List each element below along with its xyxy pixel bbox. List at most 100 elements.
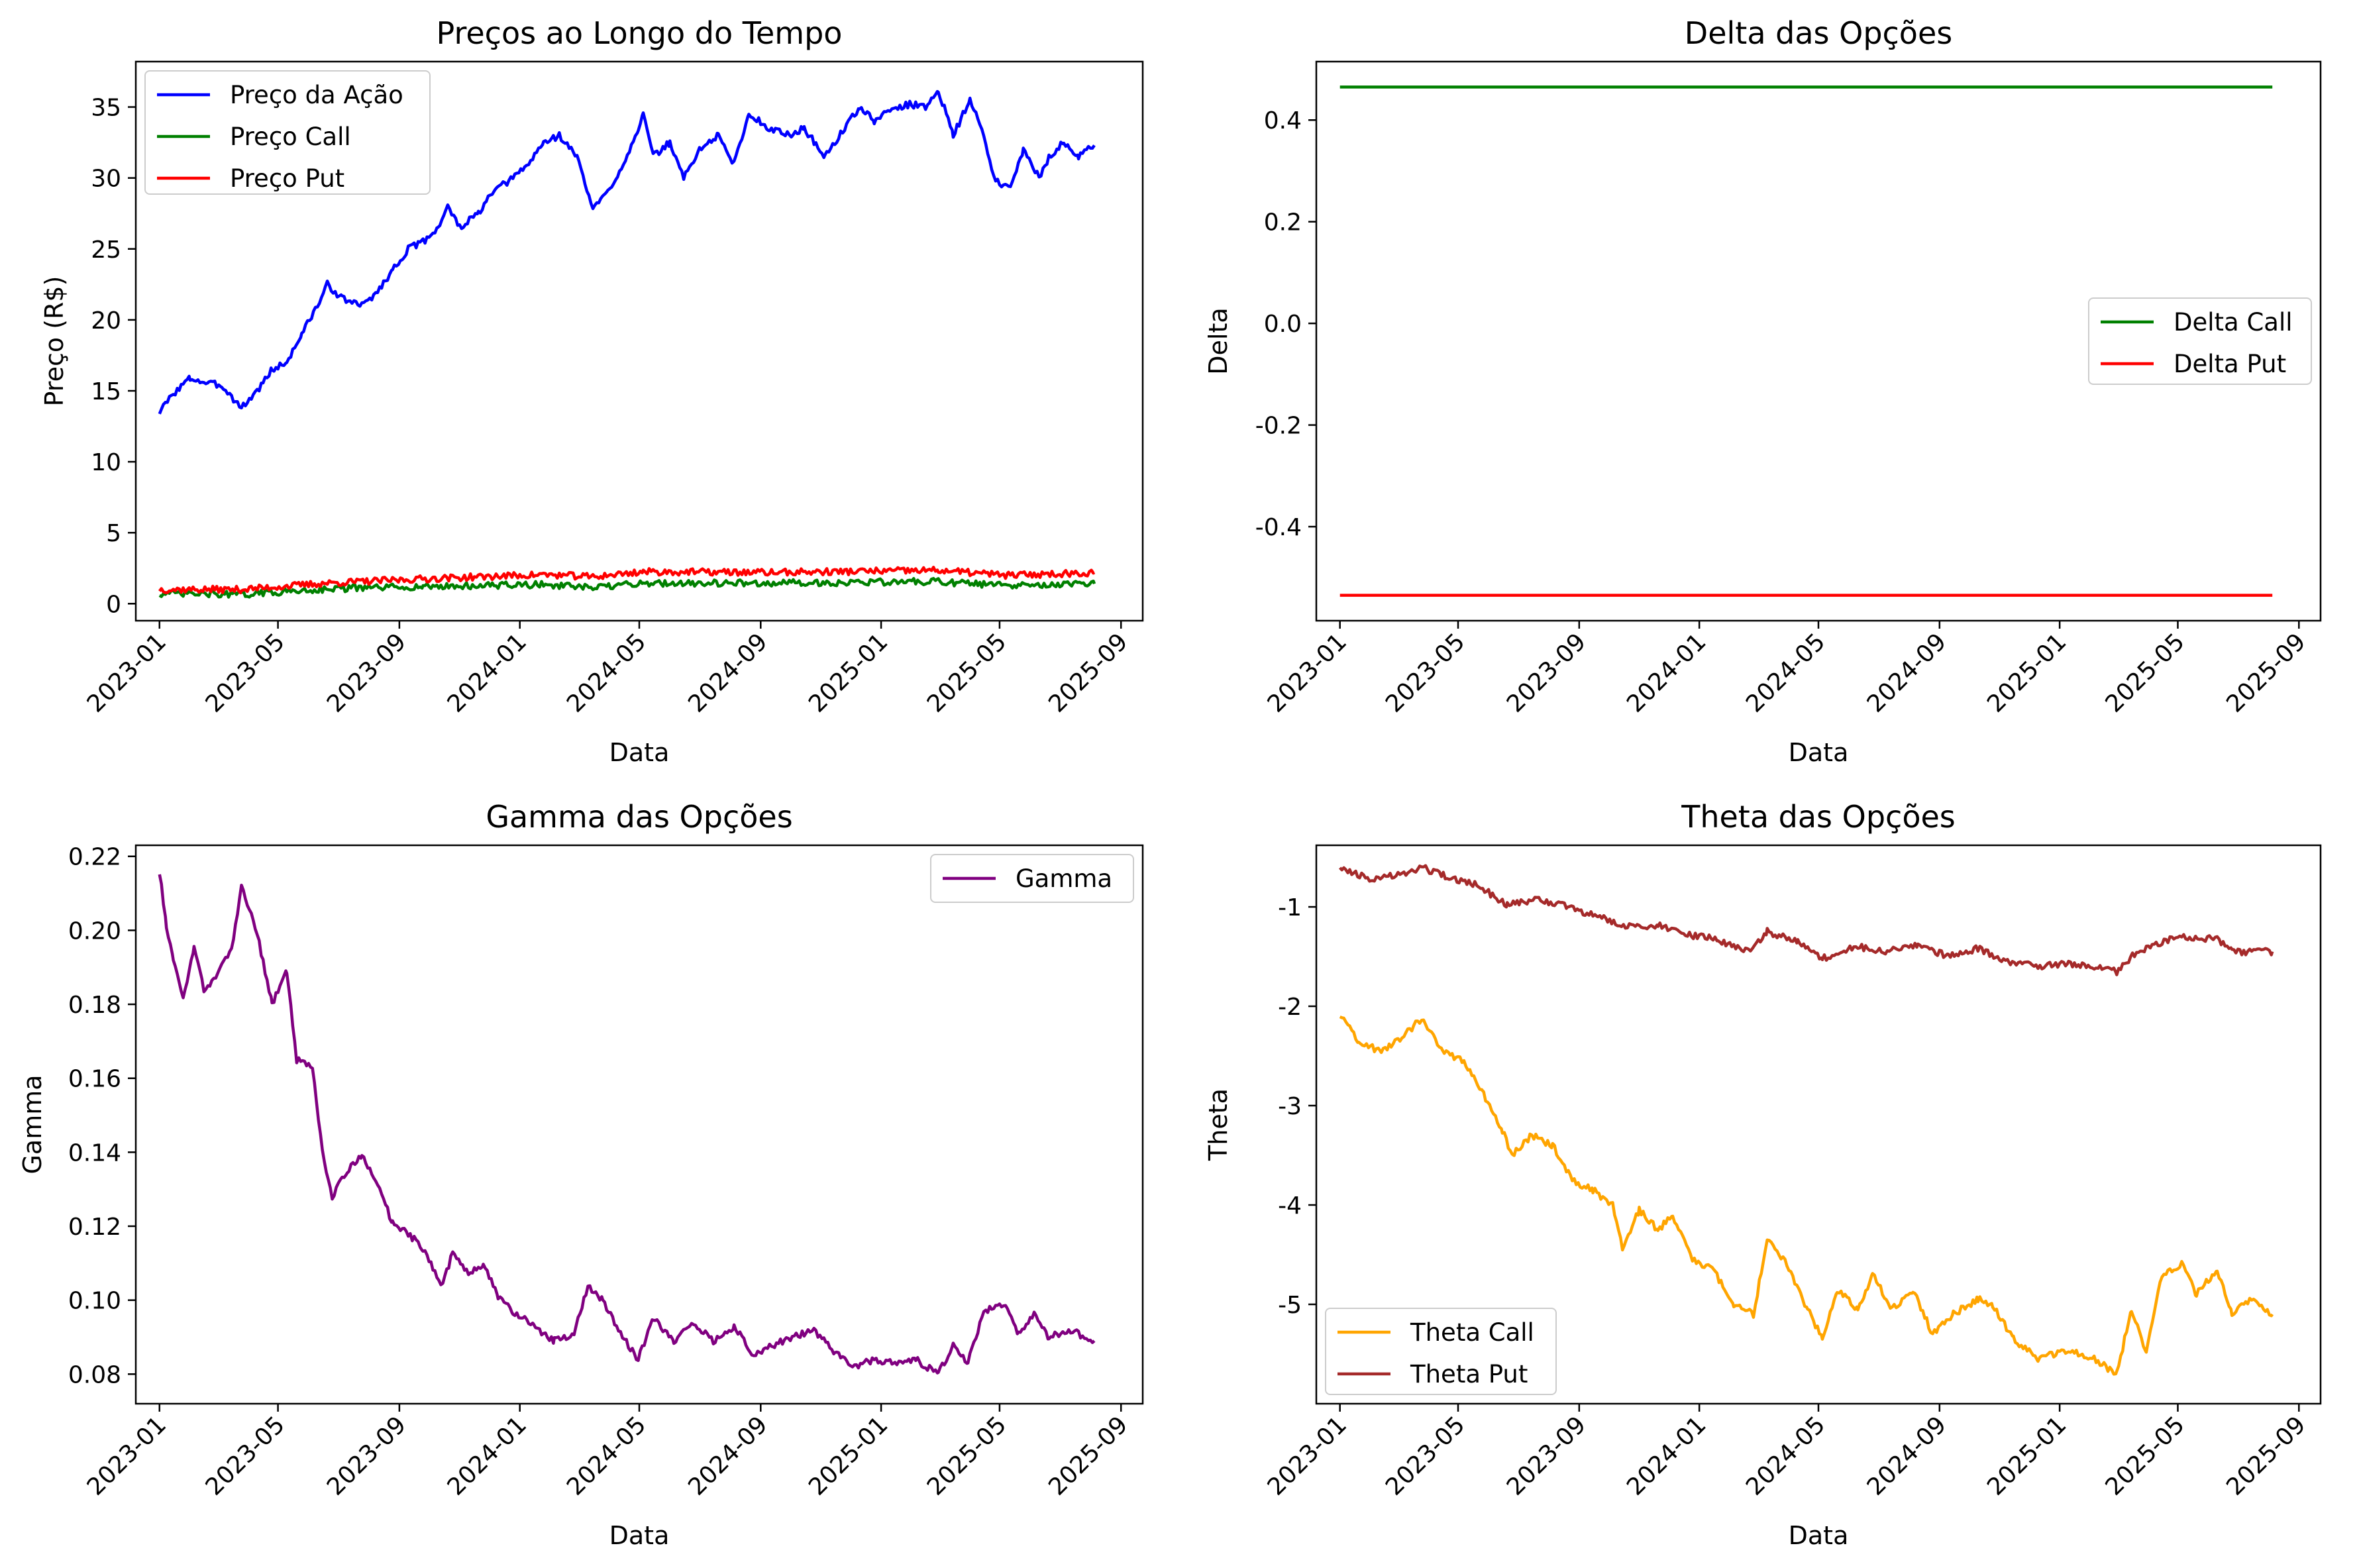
x-tick-label: 2024-05	[562, 628, 651, 717]
y-tick-label: 0	[106, 591, 121, 618]
x-tick-label: 2023-09	[322, 1411, 411, 1500]
y-tick-label: 0.10	[68, 1288, 121, 1315]
x-axis-label: Data	[609, 738, 670, 767]
y-tick-label: 10	[91, 449, 121, 476]
x-tick-label: 2024-05	[562, 1411, 651, 1500]
legend-box	[930, 854, 1134, 903]
x-tick-label: 2024-01	[443, 1411, 532, 1500]
series-line-pre-o-da-a-o	[158, 89, 1096, 415]
legend: Theta Call Theta Put	[1325, 1308, 1557, 1395]
y-tick-label: 35	[91, 95, 121, 122]
x-tick-label: 2023-01	[1263, 1411, 1352, 1500]
y-tick-label: 0.12	[68, 1214, 121, 1241]
x-tick-label: 2023-01	[82, 628, 172, 717]
y-tick-label: 30	[91, 166, 121, 193]
x-tick-label: 2023-05	[201, 628, 290, 717]
x-tick-label: 2025-05	[2100, 1411, 2189, 1500]
chart-title: Theta das Opções	[1681, 799, 1955, 835]
x-tick-label: 2023-05	[1381, 1411, 1470, 1500]
y-tick-label: -0.4	[1255, 514, 1302, 541]
x-tick-label: 2024-09	[683, 628, 772, 717]
legend-label: Delta Put	[2174, 350, 2286, 378]
x-tick-label: 2025-09	[2221, 1411, 2311, 1500]
x-tick-label: 2025-01	[1982, 1411, 2071, 1500]
series-line-pre-o-call	[158, 576, 1096, 599]
x-tick-label: 2023-01	[1263, 628, 1352, 717]
y-tick-label: 0.22	[68, 844, 121, 871]
y-axis-label: Gamma	[18, 1074, 47, 1174]
y-tick-label: 0.20	[68, 917, 121, 945]
y-tick-label: -0.2	[1255, 413, 1302, 440]
y-tick-label: 25	[91, 236, 121, 264]
y-tick-label: -4	[1278, 1192, 1302, 1220]
x-tick-label: 2024-05	[1741, 1411, 1830, 1500]
x-tick-label: 2023-05	[1381, 628, 1470, 717]
x-tick-label: 2024-09	[683, 1411, 772, 1500]
x-tick-label: 2024-05	[1741, 628, 1830, 717]
x-tick-label: 2025-09	[1043, 1411, 1133, 1500]
chart-panel-4: 2023-01 2023-05 2023-09 2024-01 2024-05 2024-…	[1204, 799, 2322, 1550]
x-tick-label: 2023-09	[1502, 628, 1591, 717]
y-tick-label: 15	[91, 378, 121, 405]
legend: Delta Call Delta Put	[2088, 297, 2312, 385]
x-tick-label: 2023-05	[201, 1411, 290, 1500]
y-tick-label: -3	[1278, 1093, 1302, 1120]
y-tick-label: 0.4	[1264, 107, 1302, 134]
x-tick-label: 2024-01	[443, 628, 532, 717]
y-axis-label: Theta	[1204, 1088, 1233, 1161]
x-tick-label: 2025-09	[2221, 628, 2311, 717]
axes-frame	[134, 844, 1144, 1405]
y-axis-label: Delta	[1204, 307, 1233, 374]
legend: Preço da Ação Preço Call Preço Put	[144, 70, 431, 195]
y-tick-label: 0.16	[68, 1066, 121, 1093]
x-tick-label: 2025-01	[804, 628, 893, 717]
y-tick-label: -2	[1278, 994, 1302, 1021]
y-tick-label: -5	[1278, 1292, 1302, 1319]
x-tick-label: 2025-05	[922, 628, 1012, 717]
y-tick-label: 0.2	[1264, 209, 1302, 236]
series-line-pre-o-put	[158, 566, 1096, 595]
chart-title: Preços ao Longo do Tempo	[437, 15, 843, 51]
legend-label: Theta Put	[1410, 1360, 1528, 1388]
y-tick-label: 20	[91, 307, 121, 335]
x-tick-label: 2023-01	[82, 1411, 172, 1500]
legend-label: Preço Put	[230, 164, 344, 193]
x-tick-label: 2025-09	[1043, 628, 1133, 717]
x-tick-label: 2025-05	[922, 1411, 1012, 1500]
x-tick-label: 2023-09	[322, 628, 411, 717]
x-axis-label: Data	[1789, 1521, 1849, 1550]
legend-label: Preço da Ação	[230, 81, 403, 109]
legend-label: Delta Call	[2174, 308, 2293, 337]
y-tick-label: 0.18	[68, 992, 121, 1019]
legend-label: Gamma	[1016, 864, 1112, 893]
chart-title: Gamma das Opções	[486, 799, 792, 835]
x-tick-label: 2025-05	[2100, 628, 2189, 717]
series-line-gamma	[158, 874, 1096, 1375]
x-tick-label: 2024-01	[1622, 628, 1711, 717]
legend-label: Preço Call	[230, 123, 351, 151]
x-tick-label: 2025-01	[804, 1411, 893, 1500]
y-tick-label: 0.14	[68, 1139, 121, 1167]
y-tick-label: 0.0	[1264, 311, 1302, 338]
chart-panel-1: 2023-01 2023-05 2023-09 2024-01 2024-05 2024-…	[40, 15, 1144, 767]
y-axis-label: Preço (R$)	[40, 276, 69, 407]
y-tick-label: -1	[1278, 894, 1302, 921]
x-tick-label: 2025-01	[1982, 628, 2071, 717]
x-tick-label: 2024-09	[1862, 1411, 1952, 1500]
x-tick-label: 2024-09	[1862, 628, 1952, 717]
chart-title: Delta das Opções	[1685, 15, 1952, 51]
legend-label: Theta Call	[1410, 1318, 1534, 1347]
x-axis-label: Data	[609, 1521, 670, 1550]
y-tick-label: 0.08	[68, 1361, 121, 1388]
chart-panel-2: 2023-01 2023-05 2023-09 2024-01 2024-05 2024-…	[1204, 15, 2322, 767]
x-axis-label: Data	[1789, 738, 1849, 767]
x-tick-label: 2024-01	[1622, 1411, 1711, 1500]
x-tick-label: 2023-09	[1502, 1411, 1591, 1500]
legend-box	[144, 70, 431, 195]
series-line-theta-put	[1339, 864, 2274, 976]
chart-panel-3: 2023-01 2023-05 2023-09 2024-01 2024-05 2024-…	[18, 799, 1144, 1550]
legend: Gamma	[930, 854, 1134, 903]
y-tick-label: 5	[106, 520, 121, 547]
series-line-theta-call	[1339, 1015, 2274, 1376]
